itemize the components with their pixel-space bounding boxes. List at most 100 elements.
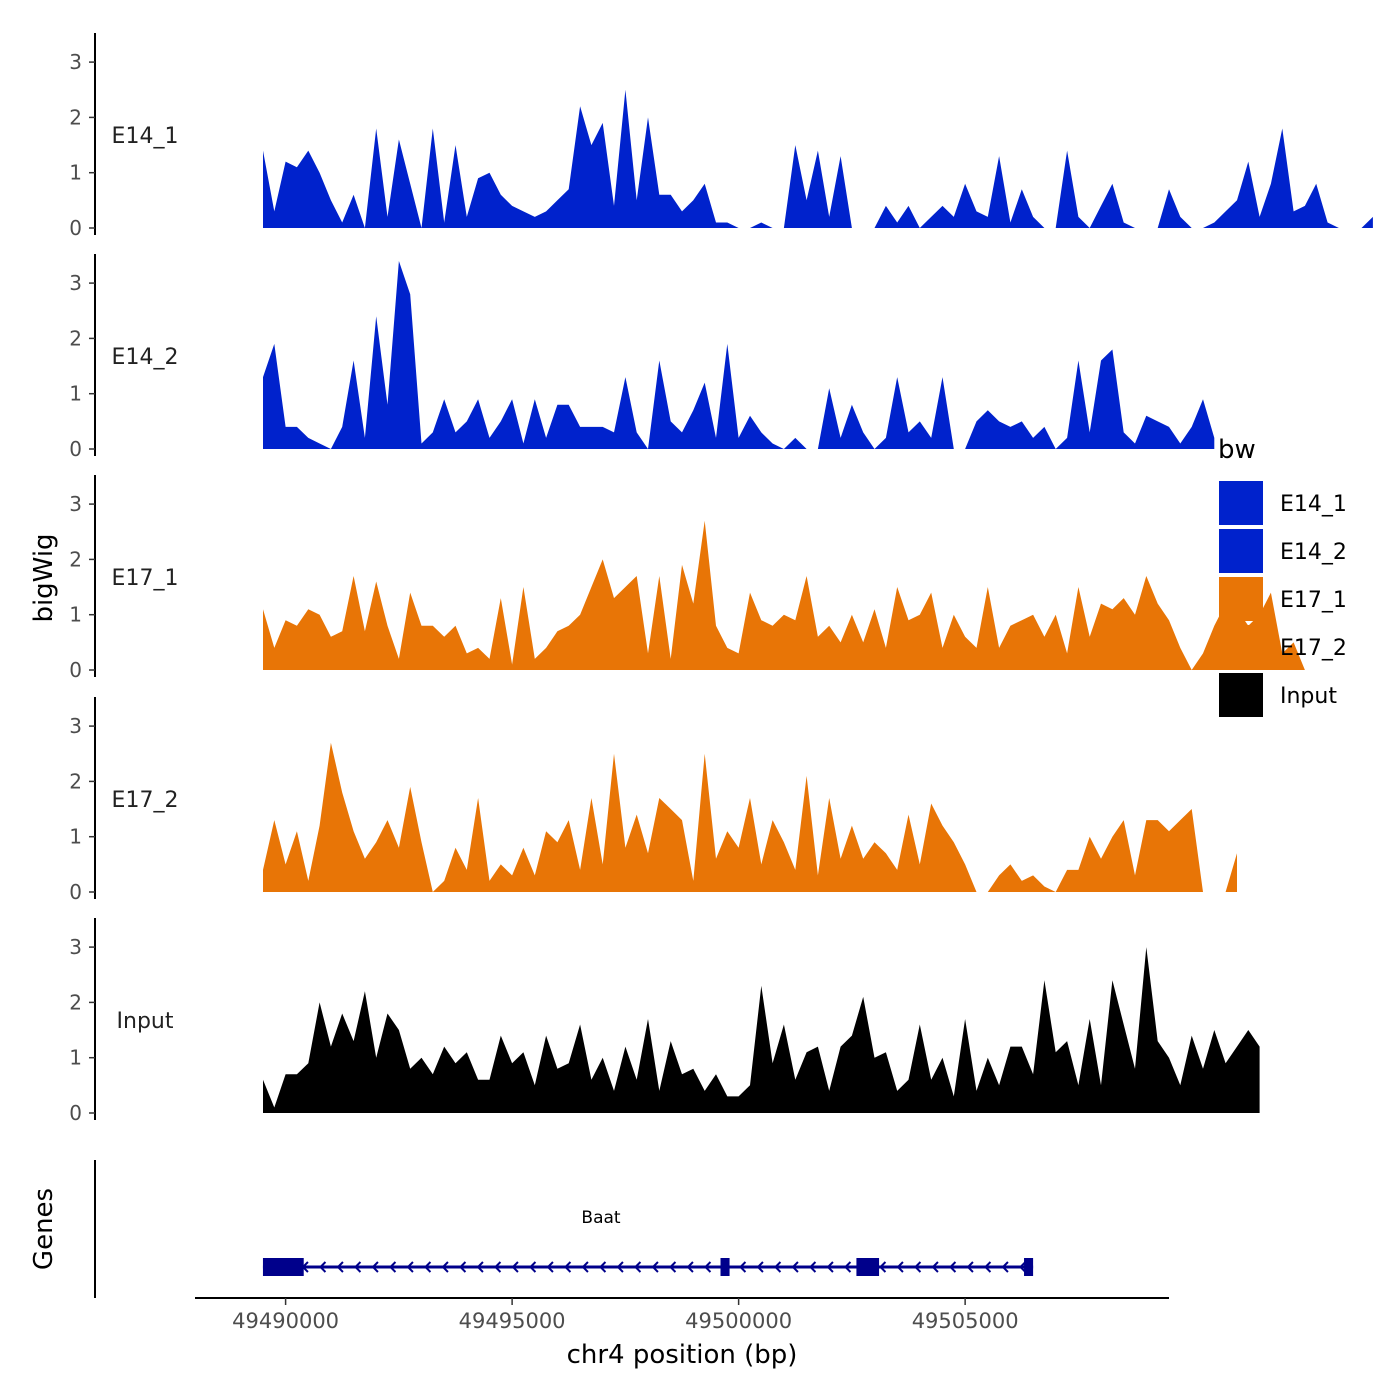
y-tick-label: 2: [69, 990, 82, 1014]
legend-label-E14_1: E14_1: [1280, 492, 1347, 517]
legend-swatch-E17_1: [1219, 577, 1263, 621]
x-tick-label: 49490000: [232, 1309, 339, 1333]
strand-arrow: [459, 1261, 467, 1273]
track-label-E17_1: E17_1: [112, 566, 179, 591]
strand-arrow: [441, 1261, 449, 1273]
legend-label-E17_2: E17_2: [1280, 636, 1347, 661]
strand-arrow: [371, 1261, 379, 1273]
gene-exon: [262, 1258, 304, 1276]
strand-arrow: [546, 1261, 554, 1273]
legend-label-E17_1: E17_1: [1280, 588, 1347, 613]
track-label-E14_2: E14_2: [112, 345, 179, 370]
gene-exon: [856, 1258, 880, 1276]
y-tick-label: 3: [69, 271, 82, 295]
track-E14_1: 0 1 2 3 E14_1: [69, 33, 1373, 240]
genes-track: Genes Baat: [29, 1160, 1034, 1298]
strand-arrow: [896, 1261, 904, 1273]
track-E14_2: 0 1 2 3 E14_2: [69, 254, 1215, 461]
strand-arrow: [599, 1261, 607, 1273]
gene-name: Baat: [581, 1208, 620, 1228]
y-tick-label: 3: [69, 50, 82, 74]
strand-arrow: [704, 1261, 712, 1273]
legend-label-E14_2: E14_2: [1280, 540, 1347, 565]
y-tick-label: 1: [69, 1046, 82, 1070]
legend-label-Input: Input: [1280, 684, 1337, 709]
strand-arrow: [984, 1261, 992, 1273]
track-label-E17_2: E17_2: [112, 788, 179, 813]
track-E17_2: 0 1 2 3 E17_2: [69, 697, 1237, 904]
strand-arrow: [424, 1261, 432, 1273]
x-tick-label: 49495000: [459, 1309, 566, 1333]
area-E14_1: [263, 89, 1373, 228]
strand-arrow: [581, 1261, 589, 1273]
y-tick-label: 3: [69, 714, 82, 738]
strand-arrow: [809, 1261, 817, 1273]
track-label-Input: Input: [117, 1009, 174, 1034]
track-E17_1: 0 1 2 3 E17_1: [69, 475, 1305, 682]
y-tick-label: 1: [69, 825, 82, 849]
x-axis-label: chr4 position (bp): [567, 1340, 798, 1370]
x-tick-label: 49500000: [685, 1309, 792, 1333]
strand-arrow: [791, 1261, 799, 1273]
strand-arrow: [669, 1261, 677, 1273]
legend-swatch-E17_2: [1219, 625, 1263, 669]
area-E17_2: [263, 742, 1237, 892]
strand-arrow: [564, 1261, 572, 1273]
y-tick-label: 0: [69, 216, 82, 240]
strand-arrow: [966, 1261, 974, 1273]
legend-swatch-E14_1: [1219, 481, 1263, 525]
legend-swatch-E14_2: [1219, 529, 1263, 573]
strand-arrow: [826, 1261, 834, 1273]
strand-arrow: [336, 1261, 344, 1273]
y-tick-label: 0: [69, 437, 82, 461]
strand-arrow: [406, 1261, 414, 1273]
strand-arrow: [739, 1261, 747, 1273]
area-E17_1: [263, 520, 1305, 670]
y-axis-label: bigWig: [29, 533, 59, 622]
y-tick-label: 1: [69, 382, 82, 406]
y-tick-label: 2: [69, 769, 82, 793]
strand-arrow: [686, 1261, 694, 1273]
strand-arrow: [616, 1261, 624, 1273]
strand-arrow: [914, 1261, 922, 1273]
y-tick-label: 2: [69, 105, 82, 129]
strand-arrow: [354, 1261, 362, 1273]
strand-arrow: [879, 1261, 887, 1273]
x-tick-label: 49505000: [912, 1309, 1019, 1333]
genes-label: Genes: [29, 1188, 59, 1270]
strand-arrow: [389, 1261, 397, 1273]
gene-exon: [1024, 1258, 1034, 1276]
y-tick-label: 3: [69, 492, 82, 516]
strand-arrow: [651, 1261, 659, 1273]
strand-arrow: [476, 1261, 484, 1273]
track-label-E14_1: E14_1: [112, 124, 179, 149]
y-tick-label: 2: [69, 326, 82, 350]
strand-arrow: [1019, 1261, 1027, 1273]
y-tick-label: 3: [69, 935, 82, 959]
strand-arrow: [319, 1261, 327, 1273]
y-tick-label: 1: [69, 603, 82, 627]
x-axis: 49490000 49495000 49500000 49505000: [195, 1297, 1169, 1333]
strand-arrow: [529, 1261, 537, 1273]
y-tick-label: 2: [69, 547, 82, 571]
strand-arrow: [634, 1261, 642, 1273]
strand-arrow: [1001, 1261, 1009, 1273]
area-Input: [263, 947, 1260, 1113]
y-tick-label: 0: [69, 1101, 82, 1125]
legend: bw E14_1 E14_2 E17_1 E17_2 Input: [1218, 435, 1347, 717]
area-E14_2: [263, 261, 1215, 449]
strand-arrow: [494, 1261, 502, 1273]
strand-arrow: [774, 1261, 782, 1273]
gene-exon: [720, 1258, 730, 1276]
y-tick-label: 0: [69, 880, 82, 904]
strand-arrow: [756, 1261, 764, 1273]
strand-arrow: [949, 1261, 957, 1273]
legend-title: bw: [1218, 435, 1256, 465]
legend-swatch-Input: [1219, 673, 1263, 717]
strand-arrow: [511, 1261, 519, 1273]
track-panels: 0 1 2 3 E14_1 0 1 2 3 E14_2 0 1 2 3 E17_1 0 1 2 3 E17_2 0 1 2 3…: [69, 33, 1373, 1125]
y-tick-label: 1: [69, 161, 82, 185]
y-tick-label: 0: [69, 658, 82, 682]
strand-arrow: [931, 1261, 939, 1273]
